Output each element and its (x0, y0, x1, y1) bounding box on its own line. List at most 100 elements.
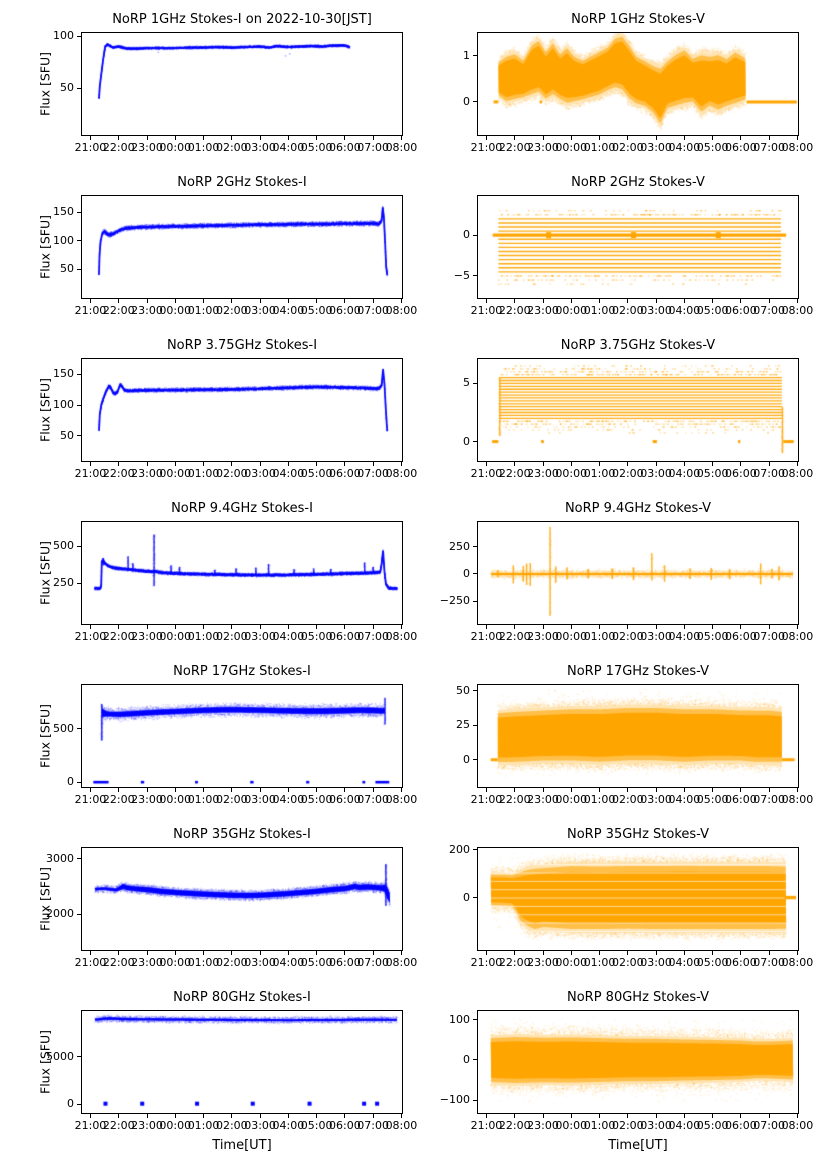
x-tick-label: 07:00 (753, 793, 785, 806)
x-tickmark (712, 462, 714, 466)
x-tick-label: 04:00 (668, 956, 701, 969)
axes-80ghz-stokes-i (81, 1010, 403, 1114)
x-tickmark (599, 788, 601, 792)
x-tick-label: 08:00 (781, 141, 814, 154)
x-tickmark (740, 136, 742, 140)
x-tick-label: 01:00 (187, 1119, 220, 1132)
x-tickmark (485, 625, 487, 629)
x-tick-label: 23:00 (527, 630, 559, 643)
x-tick-label: 04:00 (668, 304, 701, 317)
x-tickmark (259, 625, 261, 629)
x-tick-label: 05:00 (696, 956, 729, 969)
x-tickmark (796, 788, 798, 792)
y-tickmark (77, 1056, 81, 1058)
x-tickmark (118, 788, 120, 792)
x-tickmark (174, 136, 176, 140)
x-tick-label: 07:00 (753, 304, 785, 317)
x-tick-label: 23:00 (131, 467, 163, 480)
x-tick-label: 02:00 (611, 1119, 644, 1132)
x-tick-label: 21:00 (470, 1119, 503, 1132)
x-tick-label: 05:00 (300, 793, 333, 806)
y-tickmark (77, 268, 81, 270)
x-tick-label: 08:00 (385, 956, 418, 969)
x-tick-label: 04:00 (272, 304, 305, 317)
x-tickmark (316, 136, 318, 140)
plot-title-35ghz-stokes-v: NoRP 35GHz Stokes-V (567, 827, 709, 842)
x-tickmark (712, 625, 714, 629)
axes-17ghz-stokes-v (477, 684, 799, 788)
y-axis-label: Flux [SFU] (37, 867, 53, 931)
x-tickmark (683, 788, 685, 792)
x-tick-label: 07:00 (753, 630, 785, 643)
y-tickmark (473, 849, 477, 851)
x-tickmark (89, 788, 91, 792)
x-tick-label: 03:00 (640, 304, 672, 317)
x-tickmark (89, 625, 91, 629)
x-tick-label: 21:00 (74, 467, 107, 480)
y-tick-label: 500 (53, 721, 74, 735)
x-tick-label: 04:00 (668, 141, 701, 154)
x-tick-label: 03:00 (640, 1119, 672, 1132)
plot-title-1ghz-stokes-i: NoRP 1GHz Stokes-I on 2022-10-30[JST] (112, 12, 372, 27)
plot-canvas-17ghz-stokes-i (82, 685, 402, 787)
x-tickmark (118, 299, 120, 303)
x-tick-label: 03:00 (244, 793, 276, 806)
x-tick-label: 02:00 (611, 793, 644, 806)
x-tick-label: 05:00 (300, 1119, 333, 1132)
x-tick-label: 08:00 (781, 304, 814, 317)
y-tick-label: 0 (463, 890, 470, 904)
y-tick-label: 25 (456, 718, 470, 732)
x-tickmark (174, 1114, 176, 1118)
y-axis-label: Flux [SFU] (37, 52, 53, 116)
x-tick-label: 01:00 (187, 141, 220, 154)
y-tickmark (77, 582, 81, 584)
x-tickmark (344, 951, 346, 955)
x-tickmark (287, 462, 289, 466)
x-tick-label: 05:00 (300, 630, 333, 643)
x-tickmark (174, 625, 176, 629)
x-tick-label: 01:00 (583, 141, 616, 154)
x-tick-label: 00:00 (159, 793, 192, 806)
x-tickmark (372, 462, 374, 466)
x-tickmark (203, 299, 205, 303)
y-tick-label: −250 (439, 594, 470, 608)
x-tickmark (627, 299, 629, 303)
y-tick-label: 0 (463, 752, 470, 766)
x-tick-label: 04:00 (272, 630, 305, 643)
x-tickmark (542, 951, 544, 955)
x-tick-label: 00:00 (159, 956, 192, 969)
x-tick-label: 06:00 (725, 1119, 757, 1132)
x-tick-label: 04:00 (272, 1119, 305, 1132)
plot-title-80ghz-stokes-v: NoRP 80GHz Stokes-V (567, 990, 709, 1005)
x-tick-label: 22:00 (102, 630, 135, 643)
y-tickmark (77, 373, 81, 375)
axes-35ghz-stokes-v (477, 847, 799, 951)
x-tick-label: 08:00 (781, 467, 814, 480)
x-tickmark (259, 1114, 261, 1118)
x-tickmark (203, 788, 205, 792)
x-tickmark (712, 951, 714, 955)
x-tick-label: 21:00 (74, 793, 107, 806)
y-tickmark (77, 545, 81, 547)
y-tick-label: 50 (60, 428, 74, 442)
x-tickmark (146, 299, 148, 303)
x-tickmark (570, 951, 572, 955)
axes-2ghz-stokes-i (81, 195, 403, 299)
x-tickmark (146, 788, 148, 792)
x-tickmark (118, 462, 120, 466)
x-tickmark (259, 299, 261, 303)
x-tickmark (542, 1114, 544, 1118)
x-tickmark (400, 462, 402, 466)
x-tick-label: 23:00 (527, 141, 559, 154)
y-tickmark (77, 781, 81, 783)
plot-title-9.4ghz-stokes-v: NoRP 9.4GHz Stokes-V (564, 501, 712, 516)
x-tick-label: 06:00 (329, 630, 361, 643)
x-tickmark (89, 1114, 91, 1118)
x-tick-label: 01:00 (187, 793, 220, 806)
x-tickmark (514, 625, 516, 629)
x-tickmark (683, 462, 685, 466)
x-tickmark (203, 462, 205, 466)
x-tick-label: 21:00 (470, 467, 503, 480)
x-tickmark (231, 788, 233, 792)
x-tick-label: 00:00 (159, 304, 192, 317)
